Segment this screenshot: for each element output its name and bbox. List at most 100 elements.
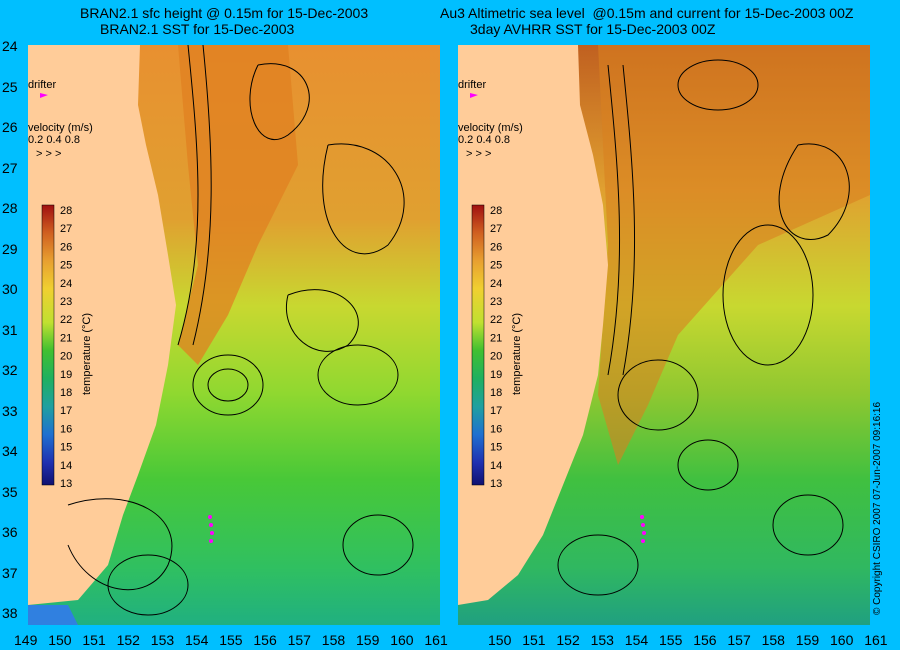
right-title-line2: 3day AVHRR SST for 15-Dec-2003 00Z — [470, 21, 716, 37]
lon-tick-label-right: 156 — [693, 632, 717, 648]
right-drifter-icon — [470, 93, 478, 98]
colorbar-tick-label: 14 — [490, 460, 502, 472]
lon-tick-label-right: 159 — [795, 632, 820, 648]
lon-tick-label-left: 154 — [185, 632, 209, 648]
lat-tick-label: 29 — [2, 240, 18, 257]
colorbar-tick-label: 27 — [60, 223, 72, 235]
left-colorbar-ticks: 28 27 26 25 24 23 22 21 20 19 18 17 16 15 14 13 — [60, 205, 72, 490]
lon-tick-label-left: 152 — [116, 632, 140, 648]
left-colorbar — [41, 204, 55, 486]
left-warm-current — [178, 45, 298, 365]
lat-tick-label: 28 — [2, 200, 18, 216]
lon-tick-label-right: 154 — [624, 632, 649, 648]
left-title-line1: BRAN2.1 sfc height @ 0.15m for 15-Dec-20… — [80, 5, 369, 21]
left-drifter-icon — [40, 93, 48, 98]
lon-tick-label-left: 151 — [82, 632, 106, 648]
colorbar-tick-label: 15 — [60, 442, 72, 454]
right-colorbar — [471, 204, 485, 486]
lon-tick-label-right: 160 — [830, 632, 854, 648]
right-contours — [557, 59, 850, 596]
lon-tick-label-right: 157 — [727, 632, 751, 648]
lon-tick-label-right: 158 — [761, 632, 785, 648]
left-velocity-arrows: > > > — [36, 148, 61, 160]
lon-tick-label-right: 152 — [556, 632, 580, 648]
right-velocity-arrows: > > > — [466, 148, 491, 160]
right-drifter-label: drifter — [458, 79, 486, 91]
colorbar-tick-label: 27 — [490, 223, 502, 235]
left-drifter-track — [208, 515, 214, 543]
lon-tick-label-left: 159 — [356, 632, 380, 648]
right-colorbar-ticks: 28 27 26 25 24 23 22 21 20 19 18 17 16 15 14 13 — [490, 205, 502, 490]
colorbar-tick-label: 20 — [60, 351, 72, 363]
colorbar-tick-label: 26 — [490, 241, 502, 253]
right-map: 28 27 26 25 24 23 22 21 20 19 18 17 16 15 14 13 tempera… — [458, 45, 870, 625]
colorbar-tick-label: 17 — [490, 405, 502, 417]
lat-tick-label: 37 — [2, 564, 18, 581]
colorbar-tick-label: 17 — [60, 405, 72, 417]
colorbar-tick-label: 13 — [490, 478, 502, 490]
right-title-line1: Au3 Altimetric sea level @0.15m and curr… — [440, 5, 854, 21]
lon-tick-label-right: 151 — [522, 632, 546, 648]
copyright-text: © Copyright CSIRO 2007 07-Jun-2007 09:16… — [872, 401, 883, 615]
colorbar-tick-label: 16 — [60, 423, 72, 435]
lat-tick-label: 35 — [2, 483, 18, 500]
lat-tick-label: 36 — [2, 524, 18, 540]
left-map: 28 27 26 25 24 23 22 21 20 19 18 17 16 15 14 13 tempera… — [28, 45, 440, 625]
left-drifter-label: drifter — [28, 79, 56, 91]
colorbar-tick-label: 25 — [490, 260, 502, 272]
lon-tick-label-left: 150 — [48, 632, 72, 648]
colorbar-tick-label: 18 — [490, 387, 502, 399]
colorbar-tick-label: 24 — [490, 278, 502, 290]
lat-tick-label: 38 — [2, 605, 18, 621]
right-velocity-label: velocity (m/s) — [458, 122, 523, 134]
lon-tick-label-left: 158 — [321, 632, 346, 648]
colorbar-tick-label: 19 — [490, 369, 502, 381]
colorbar-tick-label: 23 — [490, 296, 502, 308]
lon-tick-label-left: 153 — [150, 632, 175, 648]
lon-tick-label-left: 161 — [424, 632, 448, 648]
colorbar-tick-label: 14 — [60, 460, 72, 472]
left-colorbar-label: temperature (°C) — [81, 313, 93, 395]
left-title-line2: BRAN2.1 SST for 15-Dec-2003 — [100, 21, 295, 37]
colorbar-tick-label: 25 — [60, 260, 72, 272]
colorbar-tick-label: 20 — [490, 351, 502, 363]
colorbar-tick-label: 24 — [60, 278, 72, 290]
lat-tick-label: 27 — [2, 159, 18, 176]
right-drifter-track — [640, 515, 646, 543]
colorbar-tick-label: 22 — [60, 314, 72, 326]
left-velocity-label: velocity (m/s) — [28, 122, 93, 134]
colorbar-tick-label: 21 — [60, 332, 72, 344]
colorbar-tick-label: 22 — [490, 314, 502, 326]
left-land-sea-edge — [28, 605, 78, 625]
colorbar-tick-label: 15 — [490, 442, 502, 454]
colorbar-tick-label: 28 — [490, 205, 502, 217]
left-velocity-scale: 0.2 0.4 0.8 — [28, 134, 80, 146]
right-colorbar-label: temperature (°C) — [511, 313, 523, 395]
lon-tick-label-left: 157 — [287, 632, 311, 648]
lat-tick-label: 33 — [2, 402, 18, 419]
colorbar-tick-label: 21 — [490, 332, 502, 344]
lon-tick-label-left: 160 — [390, 632, 414, 648]
lat-tick-label: 31 — [2, 321, 18, 338]
left-contours — [67, 45, 414, 616]
colorbar-tick-label: 13 — [60, 478, 72, 490]
lat-tick-label: 25 — [2, 78, 18, 95]
lat-tick-label: 30 — [2, 281, 18, 297]
colorbar-tick-label: 19 — [60, 369, 72, 381]
right-velocity-scale: 0.2 0.4 0.8 — [458, 134, 510, 146]
lon-tick-label-right: 155 — [659, 632, 683, 648]
lon-tick-label-left: 156 — [253, 632, 277, 648]
colorbar-tick-label: 26 — [60, 241, 72, 253]
right-land — [458, 45, 608, 605]
right-warm-region — [598, 45, 870, 465]
lat-tick-label: 34 — [2, 443, 18, 459]
lon-tick-label-left: 155 — [219, 632, 243, 648]
lon-tick-label-left: 149 — [14, 632, 38, 648]
colorbar-tick-label: 23 — [60, 296, 72, 308]
left-land — [28, 45, 176, 605]
colorbar-tick-label: 16 — [490, 423, 502, 435]
colorbar-tick-label: 18 — [60, 387, 72, 399]
lat-tick-label: 32 — [2, 362, 18, 378]
lon-tick-label-right: 161 — [864, 632, 888, 648]
lat-tick-label: 26 — [2, 119, 18, 135]
